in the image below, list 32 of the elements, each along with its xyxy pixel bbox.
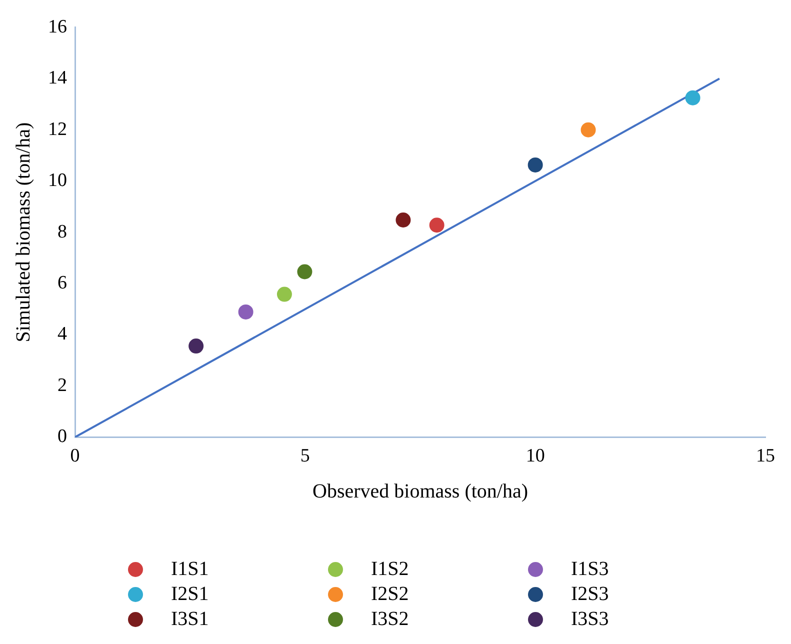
legend-label: I3S3	[571, 608, 609, 631]
x-axis-title: Observed biomass (ton/ha)	[312, 480, 528, 502]
legend-label: I1S1	[171, 558, 209, 581]
y-tick-label: 10	[48, 170, 67, 192]
point	[429, 218, 444, 233]
y-tick-label: 2	[58, 374, 67, 396]
legend-label: I1S2	[371, 558, 409, 581]
y-tick-label: 4	[58, 324, 68, 345]
legend-label: I2S1	[171, 583, 209, 606]
point	[297, 264, 312, 280]
point	[238, 304, 254, 320]
y-tick-label: 8	[58, 221, 67, 242]
legend-label: I3S1	[171, 608, 209, 631]
legend-label: I1S3	[571, 558, 609, 581]
legend-label: I2S2	[371, 583, 409, 606]
point	[188, 338, 204, 354]
y-tick-label: 0	[58, 426, 67, 448]
x-tick-label: 10	[526, 446, 545, 467]
legend-label: I2S3	[571, 583, 609, 606]
point	[276, 286, 292, 302]
point	[580, 122, 596, 138]
y-axis-title: Simulated biomass (ton/ha)	[12, 122, 34, 342]
y-tick-label: 6	[58, 272, 67, 294]
x-tick-label: 15	[756, 446, 775, 467]
y-tick-label: 14	[48, 68, 68, 89]
point	[528, 157, 543, 172]
y-tick-label: 12	[48, 118, 67, 140]
y-tick-label: 16	[48, 16, 67, 38]
x-tick-label: 5	[300, 446, 310, 467]
point	[396, 212, 411, 228]
point	[685, 90, 700, 106]
legend-label: I3S2	[371, 608, 409, 631]
